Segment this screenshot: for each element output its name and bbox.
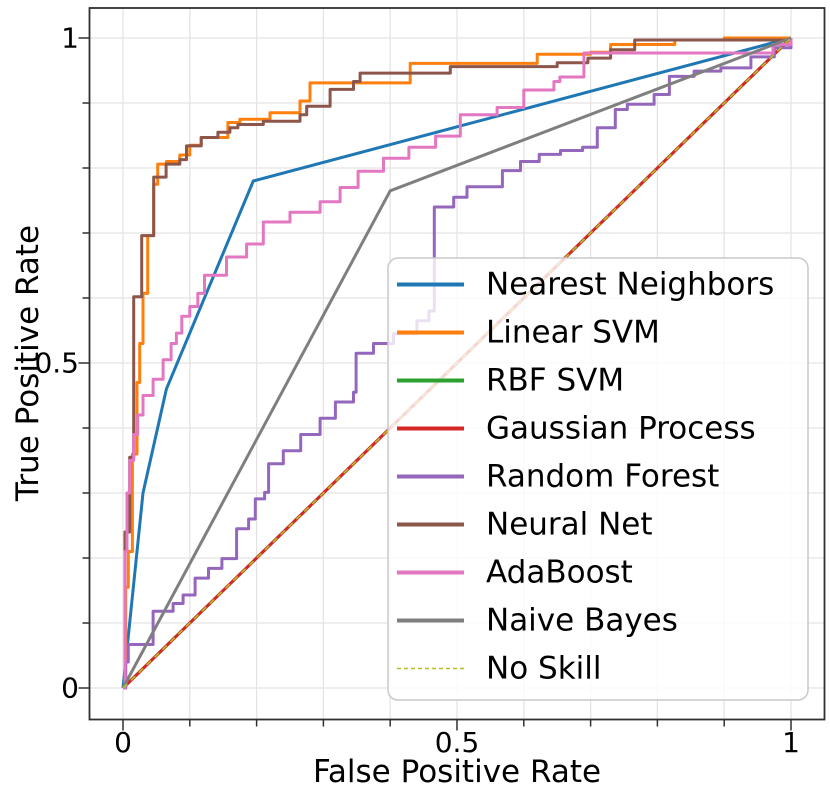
legend-frame bbox=[387, 257, 809, 701]
legend-label: No Skill bbox=[486, 651, 601, 687]
legend: Nearest Neighbors Linear SVM RBF SVM Gaussi… bbox=[387, 257, 809, 701]
y-tick-label: 0 bbox=[61, 672, 79, 705]
legend-item-rbf-svm: RBF SVM bbox=[397, 363, 624, 399]
axis-ticks bbox=[78, 37, 792, 731]
legend-item-nearest-neighbors: Nearest Neighbors bbox=[397, 267, 774, 303]
legend-item-neural-net: Neural Net bbox=[397, 507, 653, 543]
x-tick-label: 0.5 bbox=[435, 726, 480, 759]
curve-nearest-neighbors bbox=[121, 36, 792, 689]
legend-label: Nearest Neighbors bbox=[486, 267, 774, 303]
curve-neural-net bbox=[123, 38, 793, 690]
curve-adaboost bbox=[123, 38, 793, 690]
legend-label: Linear SVM bbox=[486, 315, 660, 351]
legend-item-gaussian-process: Gaussian Process bbox=[397, 411, 756, 447]
x-axis-label: False Positive Rate bbox=[313, 754, 601, 790]
y-axis-label: True Positive Rate bbox=[10, 225, 46, 502]
x-tick-label: 1 bbox=[782, 726, 800, 759]
y-tick-label: 1 bbox=[61, 22, 79, 55]
legend-label: Neural Net bbox=[486, 507, 653, 543]
legend-item-no-skill: No Skill bbox=[397, 651, 601, 687]
legend-label: Naive Bayes bbox=[486, 603, 678, 639]
legend-label: Gaussian Process bbox=[486, 411, 756, 447]
legend-label: AdaBoost bbox=[486, 555, 633, 591]
tick-labels: 0 0.5 1 0 0.5 1 bbox=[34, 22, 799, 760]
x-tick-label: 0 bbox=[114, 726, 132, 759]
legend-item-adaboost: AdaBoost bbox=[397, 555, 633, 591]
y-tick-label: 0.5 bbox=[34, 347, 79, 380]
legend-item-naive-bayes: Naive Bayes bbox=[397, 603, 678, 639]
curve-naive-bayes bbox=[121, 36, 792, 689]
legend-label: Random Forest bbox=[486, 459, 719, 495]
legend-item-random-forest: Random Forest bbox=[397, 459, 719, 495]
legend-label: RBF SVM bbox=[486, 363, 624, 399]
legend-item-linear-svm: Linear SVM bbox=[397, 315, 660, 351]
